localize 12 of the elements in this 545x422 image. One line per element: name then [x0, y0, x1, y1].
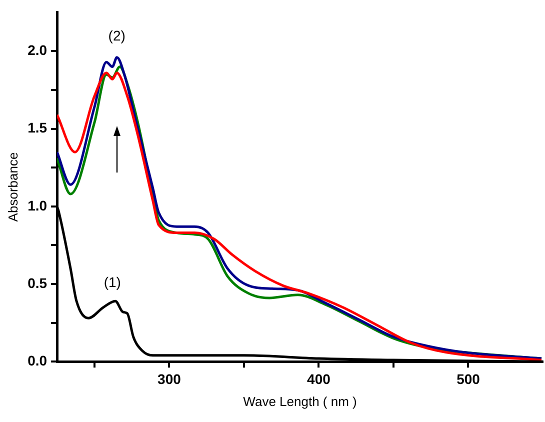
y-tick-label: 1.5 — [28, 120, 48, 136]
y-tick-label: 0.5 — [28, 274, 48, 291]
x-tick-label: 400 — [307, 370, 331, 387]
annotation: (1) — [104, 274, 121, 290]
y-tick-label: 0.0 — [28, 352, 48, 368]
x-tick-label: 300 — [158, 370, 182, 387]
annotation: (2) — [108, 27, 126, 44]
x-tick-label: 500 — [456, 370, 480, 387]
y-tick-label: 2.0 — [28, 42, 48, 58]
y-axis-title: Absorbance — [5, 152, 20, 222]
x-axis-title: Wave Length ( nm ) — [243, 394, 357, 409]
y-tick-label: 1.0 — [28, 197, 48, 214]
